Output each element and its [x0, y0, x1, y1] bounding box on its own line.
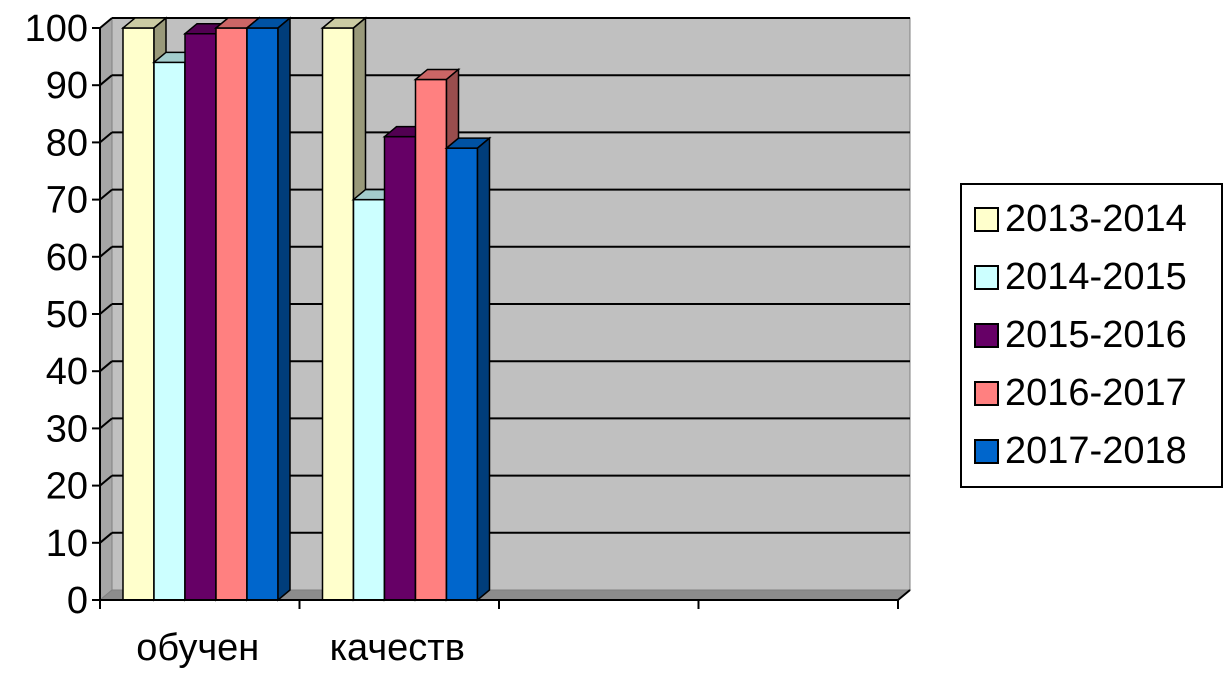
legend-swatch: [974, 264, 999, 290]
bar-front: [246, 27, 279, 601]
bar-front: [122, 27, 155, 601]
y-tick-label: 20: [46, 466, 88, 508]
legend-label: 2017-2018: [1005, 430, 1187, 472]
y-tick-label: 10: [46, 523, 88, 565]
bar-front: [184, 32, 217, 601]
legend-swatch: [974, 322, 999, 348]
y-tick-label: 50: [46, 294, 88, 336]
gridline-side: [99, 474, 113, 487]
gridline-side: [99, 532, 113, 544]
y-tick-label: 60: [46, 237, 88, 279]
legend-label: 2014-2015: [1005, 256, 1187, 298]
x-axis-depth: [897, 589, 911, 601]
gridline-side: [99, 131, 113, 144]
legend: 2013-2014 2014-2015 2015-2016 2016-2017 2017…: [960, 183, 1223, 488]
legend-item: 2015-2016: [974, 311, 1187, 359]
gridline-side: [99, 74, 113, 86]
legend-swatch: [974, 380, 999, 406]
bar-side: [476, 136, 491, 602]
y-tick-label: 70: [46, 180, 88, 222]
legend-label: 2016-2017: [1005, 372, 1187, 414]
y-tick-label: 30: [46, 408, 88, 450]
bar-front: [321, 27, 355, 601]
y-tick-label: 0: [67, 580, 88, 622]
legend-label: 2015-2016: [1005, 314, 1187, 356]
y-tick-label: 90: [46, 65, 88, 107]
x-tick-labels: обучен качеств: [136, 627, 465, 669]
legend-item: 2016-2017: [974, 369, 1187, 417]
bar-front: [383, 135, 417, 601]
gridline-side: [99, 417, 113, 430]
axes: [92, 27, 911, 609]
bar-front: [215, 27, 248, 601]
legend-item: 2017-2018: [974, 427, 1187, 475]
gridline-side: [99, 17, 113, 29]
bar-front: [352, 198, 386, 601]
legend-swatch: [974, 206, 999, 232]
gridline-side: [99, 303, 113, 315]
legend-swatch: [974, 438, 999, 464]
bar-front: [445, 147, 479, 601]
x-tick-label: обучен: [136, 627, 259, 669]
bar-front: [153, 61, 186, 601]
bar-side: [277, 16, 291, 602]
y-tick-label: 80: [46, 122, 88, 164]
y-tick-labels: 0 10 20 30 40 50 60 70 80 90 100: [25, 8, 88, 622]
y-tick-label: 100: [25, 8, 88, 50]
legend-item: 2014-2015: [974, 253, 1187, 301]
bar-front: [414, 78, 448, 601]
y-tick-label: 40: [46, 351, 88, 393]
gridline-side: [99, 246, 113, 258]
gridline-side: [99, 188, 113, 201]
x-tick-label: качеств: [330, 627, 465, 669]
legend-label: 2013-2014: [1005, 198, 1187, 240]
legend-item: 2013-2014: [974, 195, 1187, 243]
gridline-side: [99, 360, 113, 372]
